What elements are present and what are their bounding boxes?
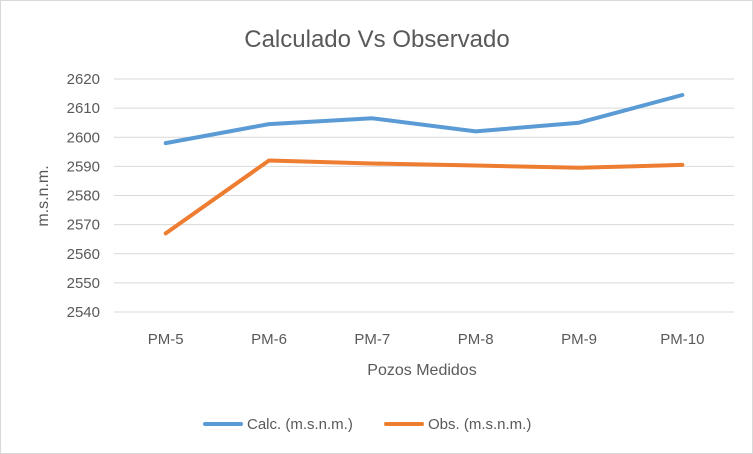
x-tick-label: PM-6 [251,331,287,348]
y-axis-title: m.s.n.m. [35,165,52,226]
y-tick-label: 2580 [67,188,100,205]
y-tick-label: 2600 [67,129,100,146]
y-tick-label: 2560 [67,246,100,263]
y-axis-ticks: 2540 2550 2560 2570 2580 2590 2600 2610 2620 [67,71,100,321]
series-lines [163,93,685,236]
series-line-calc [163,93,685,146]
legend-label: Obs. (m.s.n.m.) [428,416,531,433]
y-tick-label: 2620 [67,71,100,88]
y-tick-label: 2540 [67,304,100,321]
y-tick-label: 2590 [67,158,100,175]
series-line-obs [163,158,685,236]
x-tick-label: PM-5 [148,331,184,348]
x-tick-label: PM-8 [458,331,494,348]
legend: Calc. (m.s.n.m.) Obs. (m.s.n.m.) [203,416,531,433]
x-axis-title: Pozos Medidos [367,362,476,379]
x-tick-label: PM-7 [354,331,390,348]
x-tick-label: PM-10 [660,331,704,348]
chart-title: Calculado Vs Observado [244,26,509,53]
y-tick-label: 2570 [67,217,100,234]
x-axis-ticks: PM-5 PM-6 PM-7 PM-8 PM-9 PM-10 [148,331,705,348]
y-tick-label: 2610 [67,100,100,117]
x-tick-label: PM-9 [561,331,597,348]
y-tick-label: 2550 [67,275,100,292]
gridlines [114,78,734,313]
legend-label: Calc. (m.s.n.m.) [247,416,353,433]
